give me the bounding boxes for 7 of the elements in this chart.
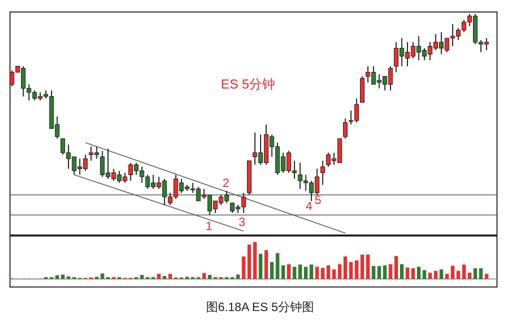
- annotation: ES 5分钟: [220, 76, 276, 92]
- text: 3: [238, 215, 246, 230]
- text: 1: [206, 219, 213, 234]
- annotation: 4: [306, 199, 313, 214]
- caption: 图6.18A ES 5分钟图: [206, 300, 314, 314]
- annotation: 5: [314, 193, 322, 208]
- annotation: 2: [222, 176, 230, 190]
